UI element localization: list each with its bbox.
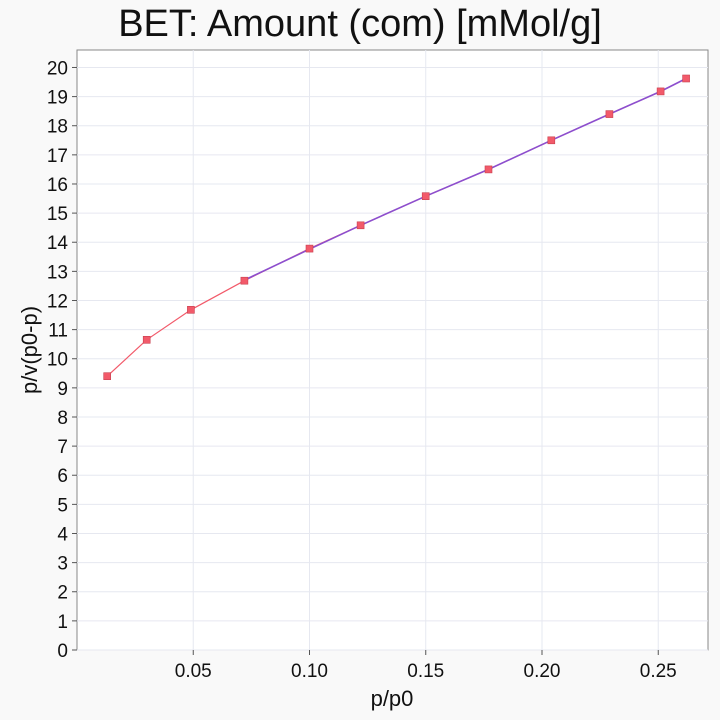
y-tick-label: 2	[57, 583, 68, 604]
y-tick-label: 7	[57, 437, 68, 458]
data-point	[103, 372, 111, 381]
y-tick-label: 17	[47, 146, 68, 167]
data-point	[187, 305, 195, 314]
x-tick-label: 0.25	[640, 661, 677, 682]
plot-area	[76, 49, 709, 651]
data-point	[656, 87, 665, 96]
y-tick-label: 8	[57, 408, 68, 429]
data-point	[240, 276, 249, 285]
y-tick-label: 11	[48, 321, 68, 342]
x-tick-label: 0.20	[524, 661, 561, 682]
data-point	[142, 335, 151, 344]
y-tick-label: 4	[57, 524, 68, 545]
y-tick-label: 9	[57, 379, 68, 400]
data-point	[682, 74, 690, 83]
x-tick-label: 0.05	[175, 661, 212, 682]
y-tick-label: 16	[47, 175, 68, 196]
y-tick-label: 18	[47, 117, 68, 138]
data-point	[356, 221, 365, 230]
data-point	[305, 244, 314, 253]
y-tick-label: 15	[47, 204, 68, 225]
data-point	[547, 136, 556, 145]
y-tick-label: 5	[57, 495, 68, 516]
y-tick-label: 12	[47, 291, 68, 312]
y-tick-label: 20	[47, 58, 68, 79]
data-point	[605, 110, 614, 118]
y-tick-label: 10	[47, 350, 68, 371]
data-point	[484, 165, 493, 174]
data-points	[103, 74, 690, 381]
y-tick-label: 3	[57, 554, 68, 575]
y-tick-label: 1	[57, 612, 68, 633]
y-tick-label: 14	[47, 233, 69, 254]
y-tick-label: 19	[47, 88, 68, 109]
y-axis-label: p/v(p0-p)	[17, 306, 42, 394]
y-tick-label: 13	[47, 262, 68, 283]
y-tick-label: 6	[57, 466, 68, 487]
chart-title: BET: Amount (com) [mMol/g]	[118, 3, 602, 45]
x-axis-label: p/p0	[371, 686, 414, 711]
x-tick-label: 0.10	[291, 661, 328, 682]
data-point	[421, 192, 430, 200]
grid-lines	[77, 50, 708, 651]
x-axis-ticks: 0.05 0.10 0.15 0.20 0.25	[175, 650, 677, 682]
x-tick-label: 0.15	[407, 661, 444, 682]
y-tick-label: 0	[57, 641, 68, 662]
